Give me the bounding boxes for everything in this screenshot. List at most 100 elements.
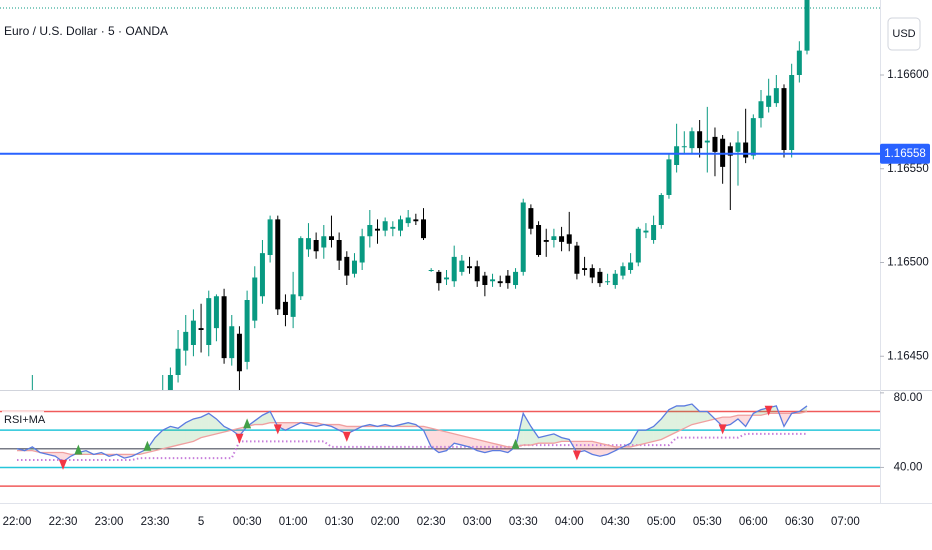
rsi-ma-fill	[193, 417, 202, 442]
candle-body	[359, 236, 365, 263]
candle-body	[689, 131, 695, 149]
candle-body	[221, 296, 227, 359]
candle-body	[750, 118, 756, 156]
candle-body	[620, 266, 626, 276]
candle-body	[390, 226, 396, 229]
rsi-ma-fill	[722, 417, 731, 427]
candle-body	[612, 273, 618, 285]
candle-body	[167, 375, 173, 390]
candle-body	[743, 142, 749, 158]
rsi-ma-fill	[684, 404, 692, 429]
rsi-ma-fill	[523, 413, 531, 446]
y-tick-label: 1.16500	[887, 257, 929, 269]
candle-body	[451, 256, 457, 282]
sell-signal	[718, 424, 727, 435]
sell-signal	[572, 450, 581, 461]
buy-signal	[143, 440, 152, 451]
x-tick-label: 5	[198, 516, 204, 528]
candle-body	[328, 236, 334, 240]
candle-body	[467, 266, 473, 269]
candle-body	[229, 326, 235, 359]
candle-body	[520, 202, 526, 272]
candle-body	[175, 348, 181, 375]
currency-button[interactable]	[887, 17, 921, 51]
rsi-ma-fill	[653, 418, 662, 442]
candle-body	[505, 275, 511, 284]
rsi-ma-fill	[737, 415, 746, 427]
rsi-ma-fill	[63, 452, 71, 462]
rsi-ma-fill	[546, 433, 554, 444]
rsi-pane	[0, 403, 880, 487]
candle-body	[183, 331, 189, 351]
candle-body	[298, 238, 304, 297]
rsi-ma-fill	[185, 418, 194, 444]
x-tick-label: 06:30	[785, 516, 814, 528]
candle-body	[351, 260, 357, 274]
x-tick-label: 03:30	[509, 516, 538, 528]
rsi-ma-fill	[285, 422, 294, 431]
candle-body	[727, 146, 733, 156]
candle-body	[704, 140, 710, 143]
candle-body	[574, 245, 580, 274]
sell-signal	[764, 405, 773, 416]
candle-body	[444, 277, 450, 280]
rsi-ma-fill	[438, 430, 447, 453]
rsi-ma-fill	[178, 422, 186, 446]
rsi-ma-fill	[599, 443, 608, 457]
candle-body	[336, 240, 342, 261]
x-tick-label: 23:00	[95, 516, 124, 528]
sell-signal	[342, 431, 351, 442]
candle-body	[305, 238, 311, 250]
rsi-ma-fill	[162, 426, 171, 449]
rsi-ma-fill	[691, 404, 700, 425]
candle-body	[681, 146, 687, 148]
rsi-ma-fill	[553, 433, 562, 444]
candle-body	[282, 301, 288, 315]
candle-body	[796, 50, 802, 75]
axes: 1.16450 1.16500 1.16550 1.16600 22:00 22:30 23…	[3, 69, 930, 528]
rsi-ma-fill	[339, 424, 347, 434]
rsi-ma-fill	[645, 426, 654, 444]
candle-body	[497, 281, 503, 284]
candle-body	[290, 294, 296, 317]
candle-body	[244, 300, 250, 362]
candle-body	[236, 333, 242, 372]
candle-body	[559, 236, 565, 242]
rsi-ma-fill	[208, 413, 217, 436]
candle-body	[697, 131, 703, 149]
x-tick-label: 01:00	[279, 516, 308, 528]
rsi-ma-fill	[454, 433, 462, 446]
candle-body	[321, 236, 327, 248]
x-tick-label: 02:30	[417, 516, 446, 528]
candle-body	[666, 159, 672, 195]
indicator-label-bg	[2, 411, 44, 428]
candle-body	[459, 260, 465, 272]
candle-body	[658, 195, 664, 225]
candle-body	[628, 262, 634, 270]
x-tick-label: 22:00	[3, 516, 32, 528]
x-tick-label: 07:00	[831, 516, 860, 528]
buy-signal	[511, 438, 520, 449]
price-pane	[0, 0, 880, 390]
rsi-ma-fill	[607, 445, 616, 455]
indicator-title[interactable]: RSI+MA	[4, 414, 46, 426]
price-badge-label: 1.16558	[884, 148, 926, 160]
x-tick-label: 05:30	[693, 516, 722, 528]
candle-body	[190, 320, 196, 345]
candle-body	[605, 281, 611, 283]
candle-body	[551, 236, 557, 240]
rsi-ma-fill	[668, 405, 677, 436]
candle-body	[405, 217, 411, 224]
candle-body	[758, 101, 764, 119]
x-tick-label: 03:00	[463, 516, 492, 528]
candle-body	[597, 271, 603, 284]
y-tick-label: 1.16550	[887, 163, 929, 175]
candle-body	[804, 0, 810, 51]
x-tick-label: 06:00	[739, 516, 768, 528]
currency-label[interactable]: USD	[892, 28, 915, 40]
rsi-ma-fill	[699, 411, 708, 423]
candle-body	[490, 279, 496, 282]
candle-body	[382, 221, 388, 231]
candle-body	[766, 95, 772, 107]
